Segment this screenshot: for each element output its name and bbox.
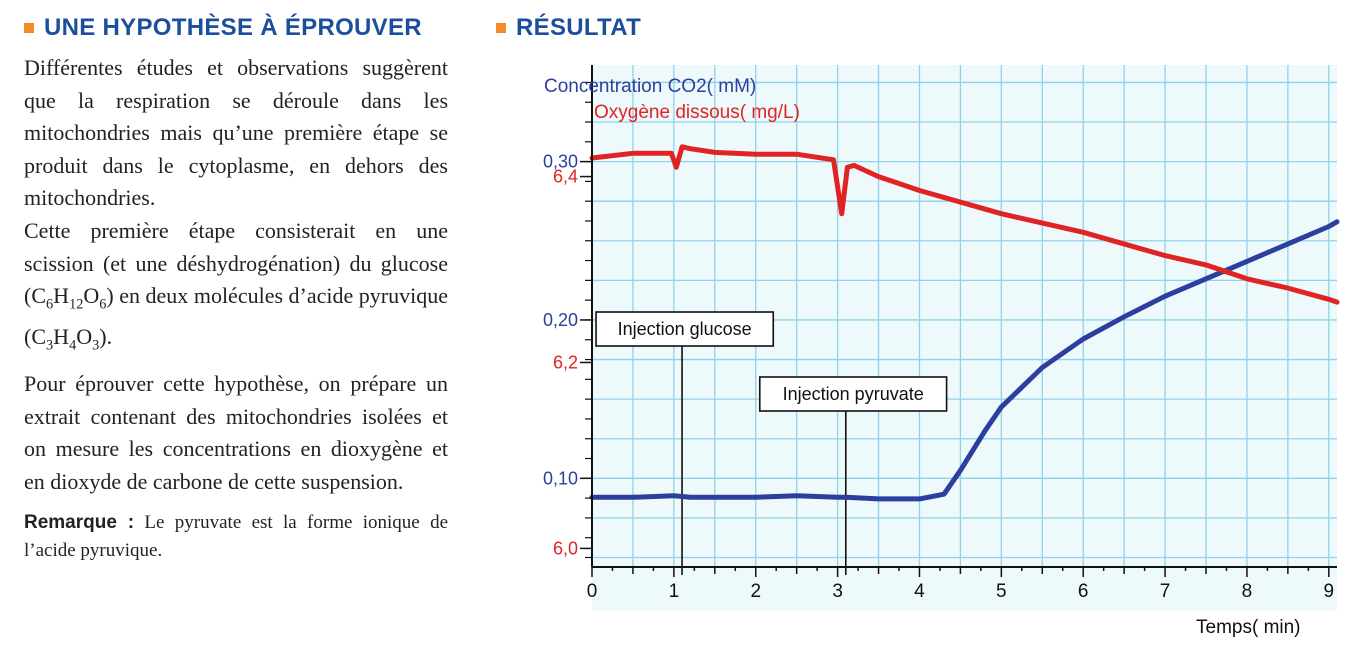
p2-end: ). [99, 324, 113, 350]
co2-axis-title: Concentration CO2( mM) [544, 76, 756, 97]
remark-text: Le pyruvate est la forme ionique de l’ac… [24, 511, 448, 561]
x-tick-label: 6 [1078, 581, 1089, 602]
f2-o: O [76, 324, 93, 350]
injection-label: Injection glucose [618, 319, 752, 339]
injection-label: Injection pyruvate [783, 384, 924, 404]
orange-square-bullet-icon [496, 23, 506, 33]
f2-c: C [31, 324, 47, 350]
f2-o-n: 3 [92, 337, 100, 354]
hypothesis-panel: UNE HYPOTHÈSE À ÉPROUVER Différentes étu… [24, 14, 448, 565]
glucose-formula: C6H12O6 [31, 283, 106, 312]
pyruvic-formula: C3H4O3 [31, 324, 99, 353]
f1-h: H [53, 283, 70, 309]
injection-label-box: Injection glucose [595, 311, 775, 347]
orange-square-bullet-icon [24, 23, 34, 33]
f1-o: O [83, 283, 100, 309]
hypothesis-title: UNE HYPOTHÈSE À ÉPROUVER [44, 14, 422, 41]
x-tick-label: 4 [914, 581, 925, 602]
p2-middle: ) en deux molécules d’acide pyruvique ( [24, 283, 448, 350]
injection-label-frame [595, 311, 775, 347]
co2-series-line [589, 219, 1340, 502]
x-tick-label: 7 [1160, 581, 1171, 602]
f2-c-n: 3 [46, 337, 54, 354]
axes: 0 1 2 3 4 5 6 7 8 9 0,10 0,20 0,30 6,0 6,2 6,4 [543, 65, 1337, 602]
injection-label-frame [758, 376, 948, 412]
series-lines [589, 144, 1340, 502]
co2-tick-label: 0,20 [543, 310, 578, 330]
x-tick-label: 0 [587, 581, 598, 602]
x-tick-label: 3 [832, 581, 843, 602]
remark: Remarque : Le pyruvate est la forme ioni… [24, 509, 448, 565]
result-heading: RÉSULTAT [496, 14, 641, 42]
x-axis-title: Temps( min) [1196, 617, 1301, 638]
f1-h-n: 12 [69, 296, 84, 313]
result-title: RÉSULTAT [516, 14, 642, 41]
x-tick-label: 8 [1242, 581, 1253, 602]
o2-tick-label: 6,4 [553, 167, 578, 187]
annotations: Injection glucose Injection pyruvate [595, 311, 948, 575]
x-tick-label: 1 [669, 581, 680, 602]
f1-c-n: 6 [46, 296, 54, 313]
hypothesis-heading: UNE HYPOTHÈSE À ÉPROUVER [24, 14, 448, 42]
paragraph-3: Pour éprouver cette hypothèse, on prépar… [24, 371, 448, 494]
o2-tick-label: 6,2 [553, 352, 578, 372]
o2-series-line [589, 144, 1340, 305]
x-tick-label: 2 [750, 581, 761, 602]
x-tick-label: 9 [1324, 581, 1335, 602]
f1-c: C [31, 283, 47, 309]
co2-tick-label: 0,30 [543, 152, 578, 172]
f2-h-n: 4 [69, 337, 77, 354]
grid [592, 65, 1337, 567]
paragraph-2: Cette première étape consisterait en une… [24, 215, 448, 362]
f2-h: H [53, 324, 70, 350]
paragraph-1: Différentes études et observations suggè… [24, 55, 448, 211]
f1-o-n: 6 [99, 296, 107, 313]
x-tick-label: 5 [996, 581, 1007, 602]
o2-axis-title: Oxygène dissous( mg/L) [594, 102, 800, 123]
co2-tick-label: 0,10 [543, 468, 578, 488]
remark-label: Remarque : [24, 511, 135, 533]
injection-label-box: Injection pyruvate [758, 376, 948, 412]
result-chart: Injection glucose Injection pyruvate 0 1 2 3… [543, 65, 1340, 638]
o2-tick-label: 6,0 [553, 538, 578, 558]
p2-start: Cette première étape consisterait en une… [24, 217, 448, 309]
